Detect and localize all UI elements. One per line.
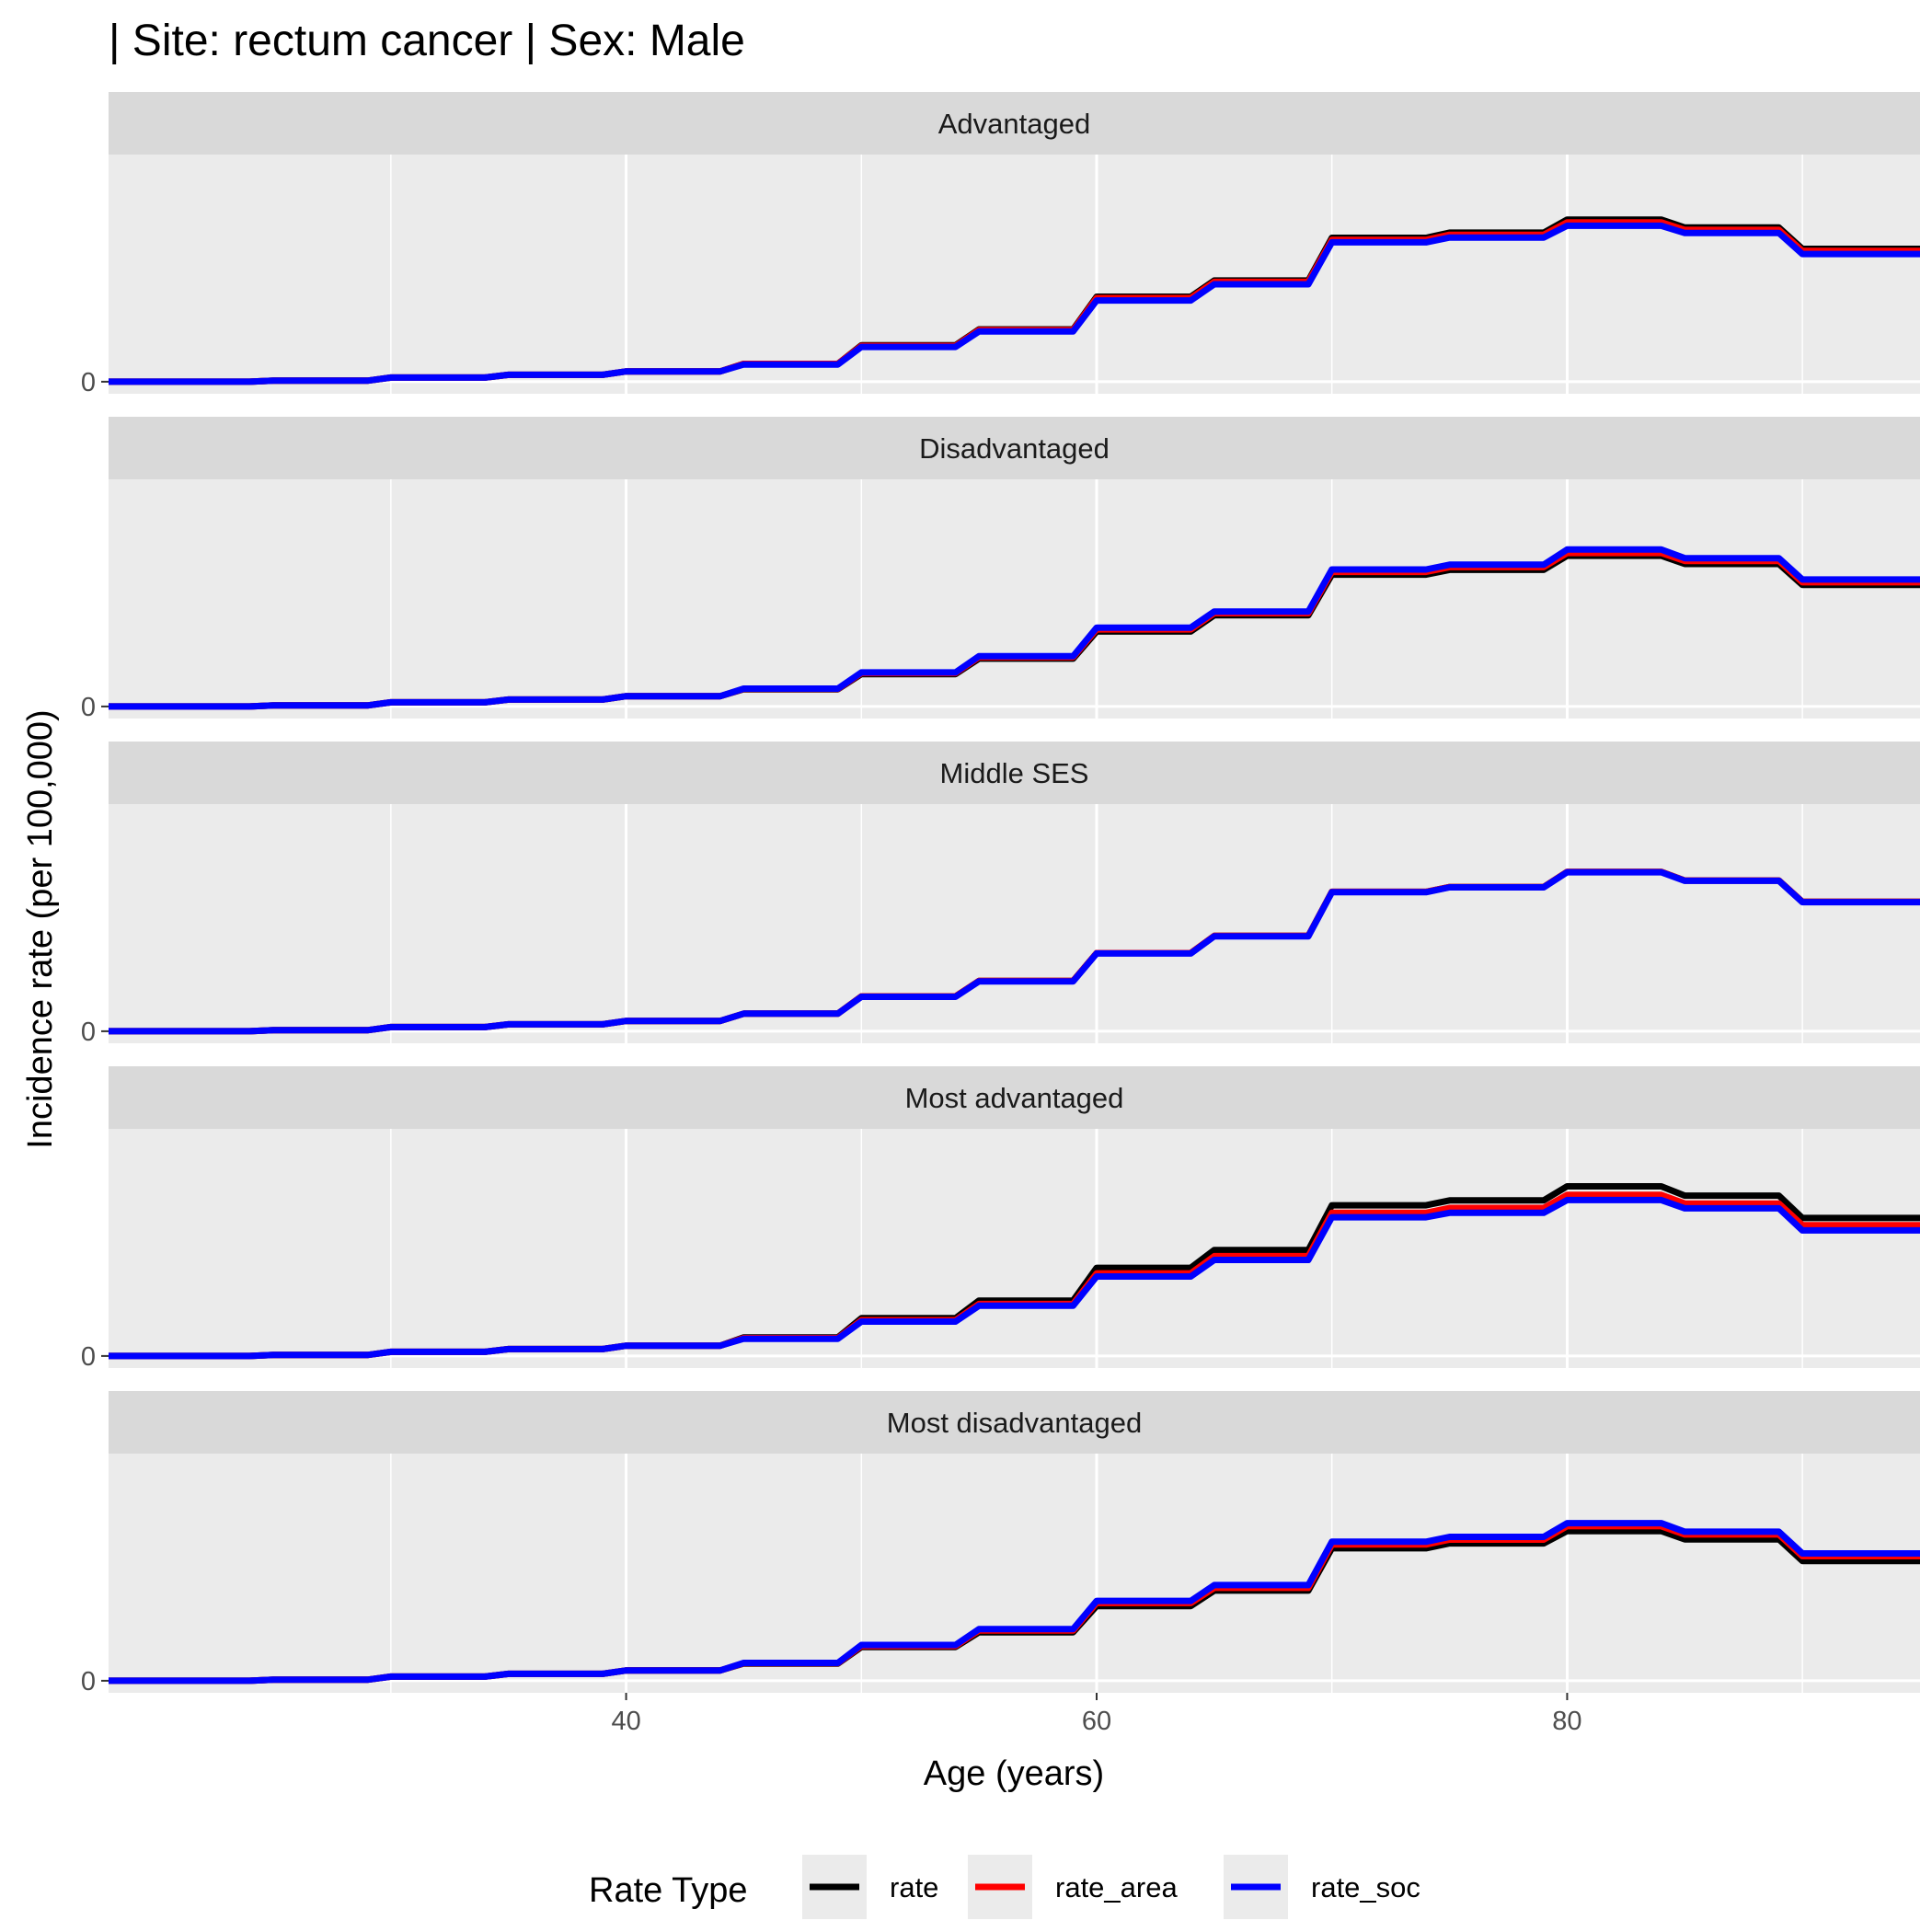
facet-strip-label: Most advantaged — [905, 1082, 1124, 1114]
series-line-rate_soc — [109, 546, 1920, 710]
series-line-rate_soc — [109, 222, 1920, 385]
y-tick-label: 0 — [81, 1018, 96, 1047]
facet-strip-label: Disadvantaged — [919, 432, 1110, 465]
legend-label: rate_soc — [1311, 1871, 1420, 1903]
panel-background — [109, 155, 1920, 394]
facet-panel: Disadvantaged 0 — [81, 417, 1920, 722]
x-axis: 40 60 80 — [611, 1693, 1582, 1736]
legend-label: rate_area — [1055, 1871, 1178, 1903]
x-axis-title: Age (years) — [924, 1754, 1104, 1793]
facet-strip-label: Middle SES — [940, 757, 1089, 789]
series-line-rate_soc — [109, 1520, 1920, 1685]
series-line-rate_soc — [109, 868, 1920, 1035]
y-tick-label: 0 — [81, 368, 96, 397]
facet-strip-label: Most disadvantaged — [887, 1407, 1142, 1439]
x-tick-label: 60 — [1082, 1707, 1111, 1736]
chart-title: | Site: rectum cancer | Sex: Male — [109, 17, 745, 65]
facet-panel: Advantaged 0 — [81, 92, 1920, 397]
y-tick-label: 0 — [81, 1342, 96, 1372]
facet-panel: Most advantaged 0 — [81, 1066, 1920, 1372]
facet-strip — [109, 742, 1920, 804]
panel-background — [109, 479, 1920, 719]
legend-label: rate — [890, 1871, 938, 1903]
panel-background — [109, 1454, 1920, 1693]
facet-panel: Middle SES 0 — [81, 742, 1920, 1047]
y-tick-label: 0 — [81, 1667, 96, 1696]
facet-strip-label: Advantaged — [938, 108, 1090, 140]
panel-background — [109, 804, 1920, 1043]
facet-panel: Most disadvantaged 0 — [81, 1391, 1920, 1696]
y-axis-title: Incidence rate (per 100,000) — [21, 709, 60, 1148]
legend: Rate Type rate rate_area rate_soc — [589, 1855, 1420, 1919]
facet-strip — [109, 1391, 1920, 1454]
x-tick-label: 80 — [1552, 1707, 1581, 1736]
facet-strip — [109, 92, 1920, 155]
panel-background — [109, 1129, 1920, 1368]
facet-strip — [109, 417, 1920, 479]
legend-title: Rate Type — [589, 1871, 748, 1910]
y-tick-label: 0 — [81, 693, 96, 722]
facet-strip — [109, 1066, 1920, 1129]
series-line-rate_soc — [109, 1196, 1920, 1360]
x-tick-label: 40 — [611, 1707, 640, 1736]
